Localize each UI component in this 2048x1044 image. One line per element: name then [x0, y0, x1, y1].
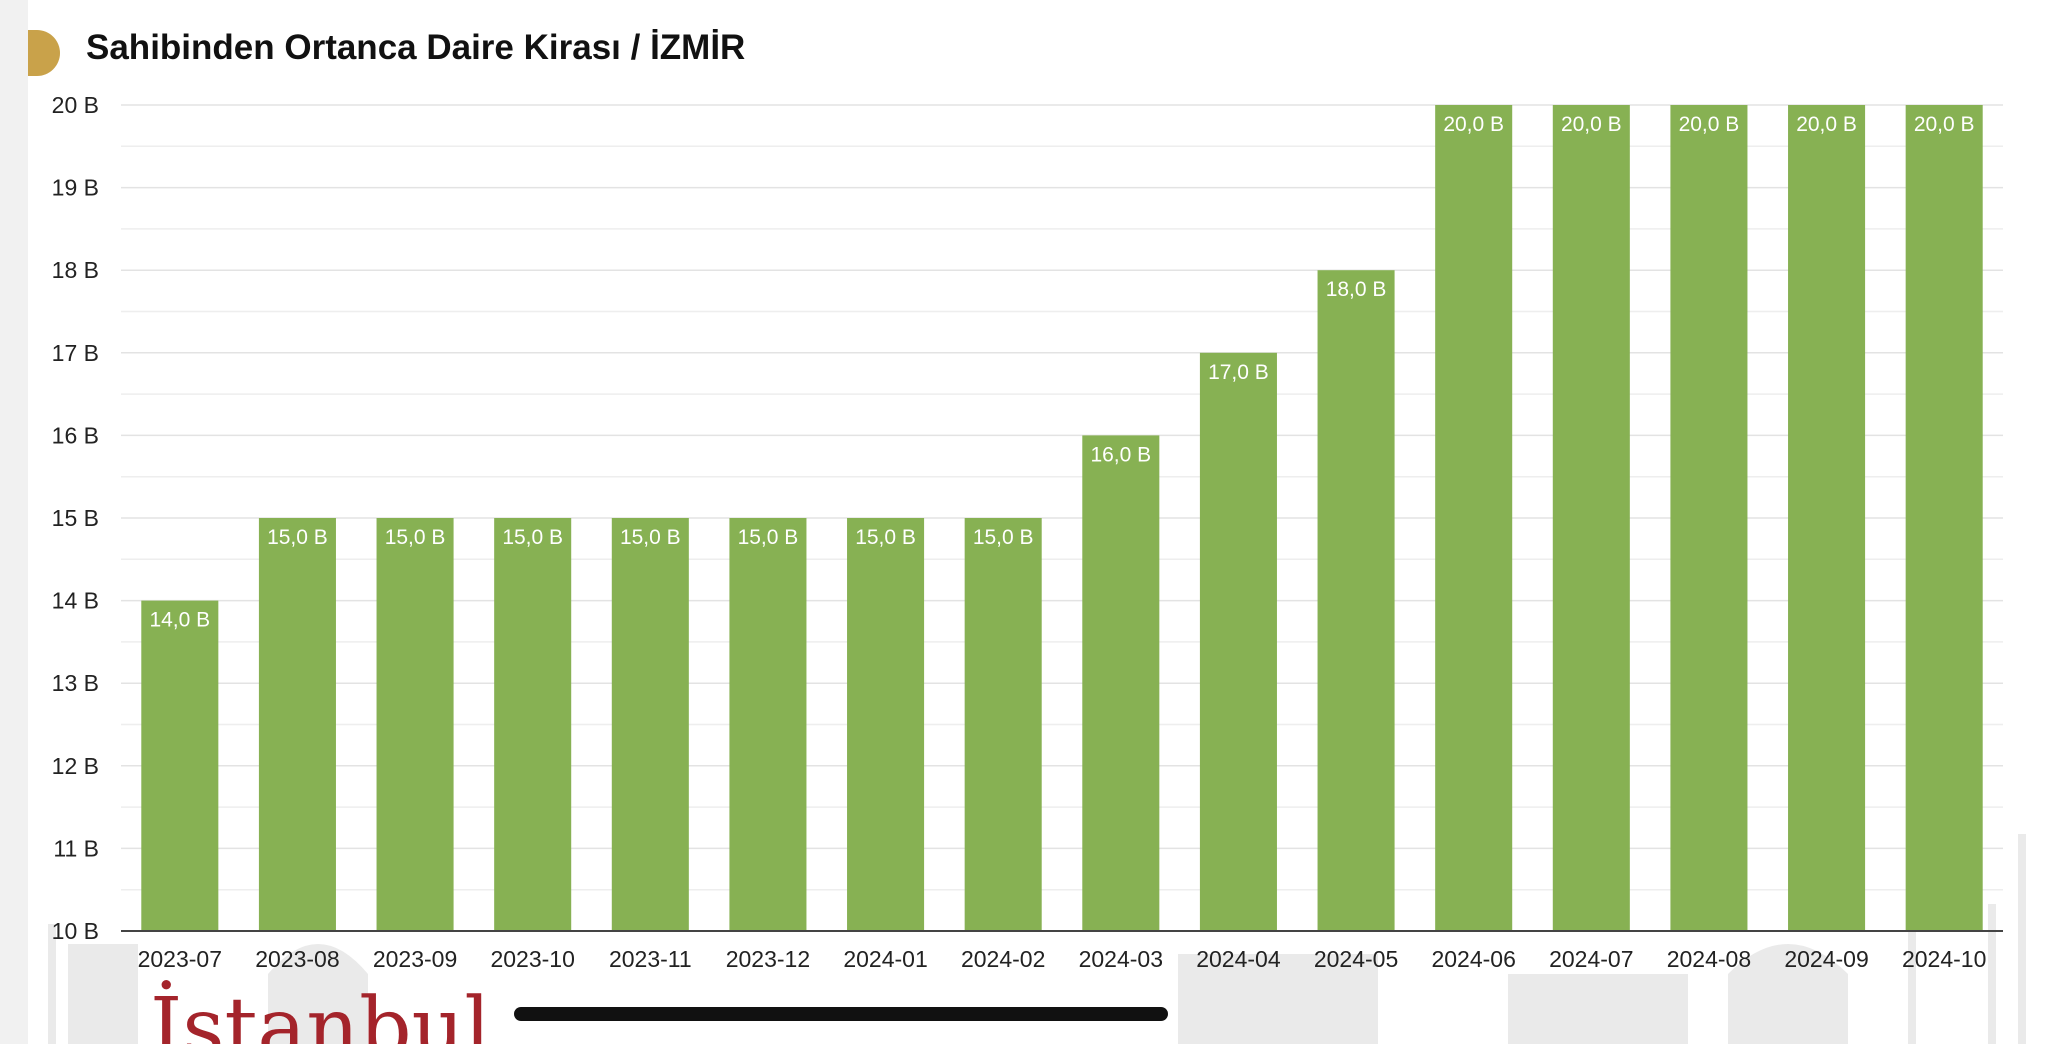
bars — [141, 105, 1983, 931]
y-tick-label: 13 B — [52, 670, 99, 696]
bar-2023-11[interactable] — [611, 518, 689, 931]
istanbul-logo: İstanbul — [150, 988, 491, 1044]
data-label: 15,0 B — [738, 526, 799, 549]
home-indicator-bar[interactable] — [514, 1007, 1168, 1021]
logo-text: İstanbul — [150, 981, 491, 1044]
data-label: 20,0 B — [1796, 113, 1857, 136]
y-tick-label: 16 B — [52, 422, 99, 448]
y-tick-label: 19 B — [52, 175, 99, 201]
x-tick-label: 2024-04 — [1196, 946, 1281, 972]
y-tick-label: 11 B — [53, 835, 99, 861]
data-label: 18,0 B — [1326, 278, 1387, 301]
data-label: 15,0 B — [620, 526, 681, 549]
x-tick-label: 2024-03 — [1079, 946, 1163, 972]
y-axis: 10 B 11 B 12 B 13 B 14 B 15 B 16 B 17 B 18 B 19 B… — [52, 92, 99, 944]
bar-2024-02[interactable] — [964, 518, 1042, 931]
x-tick-label: 2024-07 — [1549, 946, 1633, 972]
x-tick-label: 2024-01 — [843, 946, 927, 972]
bar-2024-05[interactable] — [1317, 270, 1395, 931]
bar-2024-08[interactable] — [1670, 105, 1748, 931]
data-labels: 14,0 B 15,0 B 15,0 B 15,0 B 15,0 B 15,0 B 15,0… — [149, 113, 1974, 632]
bar-2023-08[interactable] — [258, 518, 336, 931]
y-tick-label: 17 B — [52, 340, 99, 366]
bar-2023-09[interactable] — [376, 518, 454, 931]
x-tick-label: 2024-06 — [1431, 946, 1515, 972]
data-label: 20,0 B — [1679, 113, 1740, 136]
data-label: 15,0 B — [267, 526, 328, 549]
x-tick-label: 2023-08 — [255, 946, 339, 972]
x-tick-label: 2024-09 — [1784, 946, 1868, 972]
data-label: 15,0 B — [973, 526, 1034, 549]
data-label: 20,0 B — [1443, 113, 1504, 136]
x-tick-label: 2024-10 — [1902, 946, 1986, 972]
bar-2024-10[interactable] — [1905, 105, 1983, 931]
data-label: 20,0 B — [1561, 113, 1622, 136]
y-tick-label: 14 B — [52, 588, 99, 614]
x-tick-label: 2023-07 — [138, 946, 222, 972]
x-tick-label: 2024-05 — [1314, 946, 1398, 972]
bar-2024-09[interactable] — [1788, 105, 1866, 931]
data-label: 15,0 B — [385, 526, 446, 549]
bar-2023-10[interactable] — [494, 518, 572, 931]
x-axis: 2023-07 2023-08 2023-09 2023-10 2023-11 2023-… — [121, 930, 2003, 972]
bar-chart: 10 B 11 B 12 B 13 B 14 B 15 B 16 B 17 B 18 B 19 B… — [52, 92, 2003, 972]
x-tick-label: 2023-12 — [726, 946, 810, 972]
x-tick-label: 2023-10 — [490, 946, 574, 972]
chart-title: Sahibinden Ortanca Daire Kirası / İZMİR — [86, 28, 746, 67]
bar-2024-03[interactable] — [1082, 435, 1160, 931]
x-tick-label: 2024-08 — [1667, 946, 1751, 972]
x-tick-label: 2023-11 — [609, 946, 692, 972]
x-tick-label: 2023-09 — [373, 946, 457, 972]
data-label: 20,0 B — [1914, 113, 1975, 136]
bar-2024-04[interactable] — [1199, 352, 1277, 931]
bar-2024-01[interactable] — [847, 518, 925, 931]
y-tick-label: 18 B — [52, 257, 99, 283]
data-label: 17,0 B — [1208, 361, 1269, 384]
bar-2023-07[interactable] — [141, 600, 219, 931]
data-label: 14,0 B — [149, 609, 210, 632]
data-label: 15,0 B — [855, 526, 916, 549]
bar-2024-07[interactable] — [1552, 105, 1630, 931]
bar-2024-06[interactable] — [1435, 105, 1513, 931]
x-tick-label: 2024-02 — [961, 946, 1045, 972]
bar-2023-12[interactable] — [729, 518, 807, 931]
data-label: 16,0 B — [1090, 443, 1151, 466]
data-label: 15,0 B — [502, 526, 563, 549]
y-tick-label: 15 B — [52, 505, 99, 531]
y-tick-label: 10 B — [52, 918, 99, 944]
chart-panel: Sahibinden Ortanca Daire Kirası / İZMİR … — [28, 0, 2048, 1044]
y-tick-label: 20 B — [52, 92, 99, 118]
y-tick-label: 12 B — [52, 753, 99, 779]
